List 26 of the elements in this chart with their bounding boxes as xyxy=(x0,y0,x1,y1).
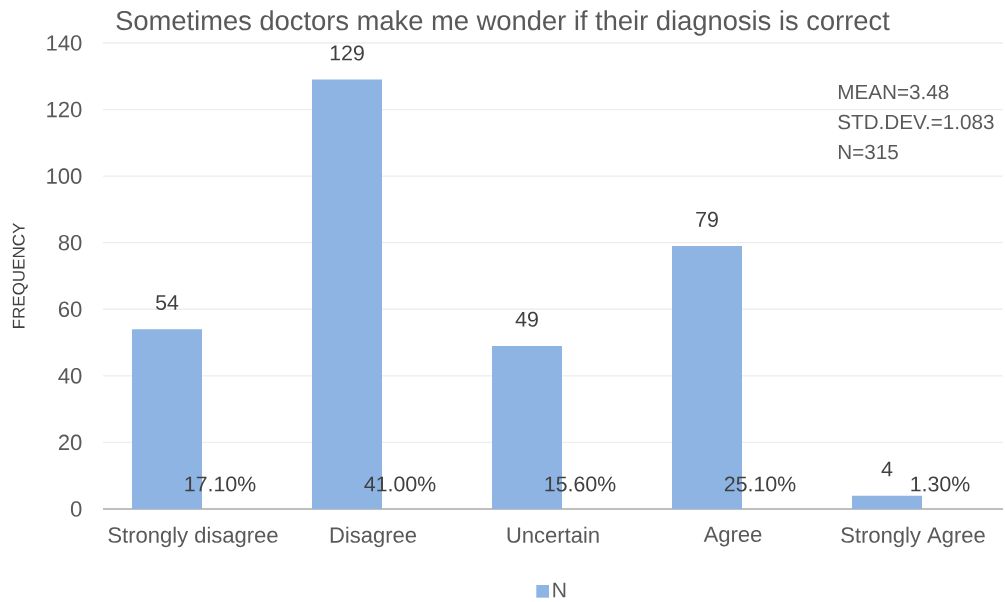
y-axis-title: FREQUENCY xyxy=(12,223,28,328)
chart-title: Sometimes doctors make me wonder if their diagnosis is correct xyxy=(116,10,890,36)
data-label: 49 xyxy=(515,311,538,327)
annotation: N=315 xyxy=(838,144,898,160)
legend-label: N xyxy=(553,582,566,598)
data-label: 129 xyxy=(330,45,364,61)
x-tick-label: Strongly Agree xyxy=(841,526,985,548)
y-tick-label: 140 xyxy=(47,35,82,51)
annotation: MEAN=3.48 xyxy=(838,84,949,100)
data-label: 4 xyxy=(881,461,893,477)
x-tick-label: Agree xyxy=(703,526,762,547)
annotation: STD.DEV.=1.083 xyxy=(838,114,994,130)
y-tick-label: 100 xyxy=(47,168,82,184)
y-tick-label: 20 xyxy=(58,434,82,451)
y-tick-label: 80 xyxy=(58,234,82,251)
annotation: 1.30% xyxy=(911,476,970,492)
y-tick-label: 40 xyxy=(58,368,82,384)
x-tick-label: Uncertain xyxy=(507,526,599,543)
y-tick-label: 120 xyxy=(47,101,82,118)
x-tick-label: Strongly disagree xyxy=(108,526,278,548)
y-tick-label: 0 xyxy=(70,501,82,517)
bar xyxy=(852,495,922,509)
data-label: 79 xyxy=(696,211,718,227)
data-label: 54 xyxy=(156,295,179,311)
y-tick-label: 60 xyxy=(58,301,82,318)
x-tick-label: Disagree xyxy=(330,526,417,548)
